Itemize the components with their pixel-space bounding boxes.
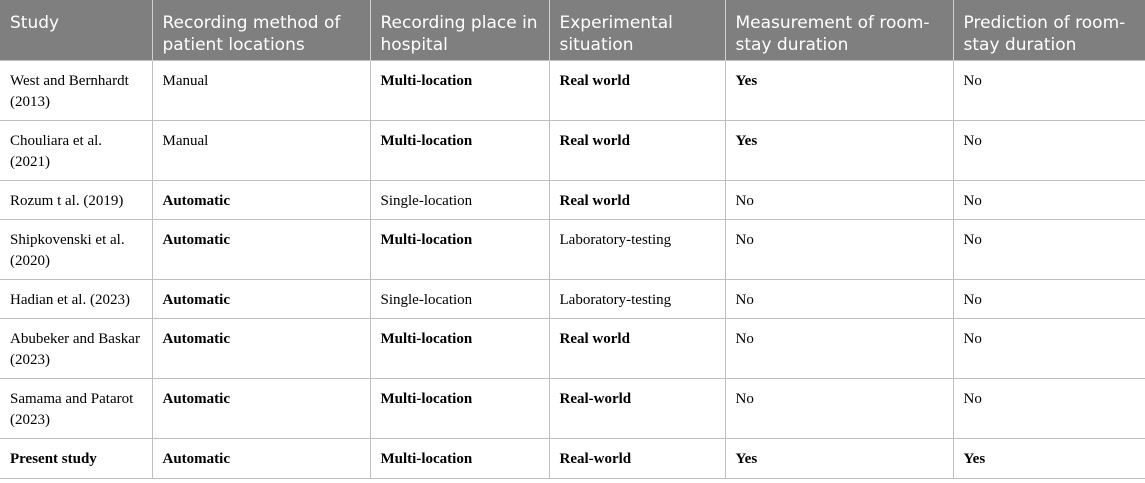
table-row: Shipkovenski et al. (2020) Automatic Mul… — [0, 218, 1145, 280]
header-measurement: Measurement of room-stay duration — [725, 0, 954, 60]
cell-measurement: No — [724, 377, 954, 439]
cell-place: Multi-location — [369, 119, 550, 181]
cell-situation: Real-world — [548, 437, 726, 479]
header-row: Study Recording method of patient locati… — [0, 0, 1145, 60]
cell-place: Single-location — [369, 179, 550, 220]
cell-place: Single-location — [369, 278, 550, 319]
cell-place: Multi-location — [369, 437, 550, 479]
cell-prediction: No — [952, 317, 1145, 379]
cell-method: Automatic — [151, 218, 371, 280]
cell-method: Manual — [151, 59, 371, 121]
header-study: Study — [0, 0, 153, 60]
cell-measurement: Yes — [724, 59, 954, 121]
cell-measurement: Yes — [724, 437, 954, 479]
cell-study: Abubeker and Baskar (2023) — [0, 317, 153, 379]
header-experimental-situation: Experimental situation — [549, 0, 726, 60]
cell-study: Hadian et al. (2023) — [0, 278, 153, 319]
cell-place: Multi-location — [369, 218, 550, 280]
cell-prediction: No — [952, 179, 1145, 220]
cell-prediction: No — [952, 59, 1145, 121]
cell-study: Present study — [0, 437, 153, 479]
cell-situation: Real world — [548, 59, 726, 121]
table-row: Present study Automatic Multi-location R… — [0, 437, 1145, 479]
cell-situation: Laboratory-testing — [548, 218, 726, 280]
header-recording-method: Recording method of patient locations — [152, 0, 371, 60]
cell-study: Samama and Patarot (2023) — [0, 377, 153, 439]
cell-place: Multi-location — [369, 59, 550, 121]
header-prediction: Prediction of room-stay duration — [953, 0, 1145, 60]
cell-method: Automatic — [151, 377, 371, 439]
cell-measurement: No — [724, 218, 954, 280]
cell-situation: Real-world — [548, 377, 726, 439]
header-recording-place: Recording place in hospital — [370, 0, 550, 60]
cell-prediction: Yes — [952, 437, 1145, 479]
cell-situation: Laboratory-testing — [548, 278, 726, 319]
cell-prediction: No — [952, 218, 1145, 280]
table-row: West and Bernhardt (2013) Manual Multi-l… — [0, 59, 1145, 121]
cell-method: Automatic — [151, 317, 371, 379]
cell-study: West and Bernhardt (2013) — [0, 59, 153, 121]
cell-study: Rozum t al. (2019) — [0, 179, 153, 220]
cell-measurement: Yes — [724, 119, 954, 181]
cell-study: Shipkovenski et al. (2020) — [0, 218, 153, 280]
cell-method: Automatic — [151, 278, 371, 319]
table-row: Abubeker and Baskar (2023) Automatic Mul… — [0, 317, 1145, 379]
cell-prediction: No — [952, 278, 1145, 319]
cell-measurement: No — [724, 179, 954, 220]
cell-measurement: No — [724, 278, 954, 319]
cell-measurement: No — [724, 317, 954, 379]
cell-method: Manual — [151, 119, 371, 181]
cell-prediction: No — [952, 377, 1145, 439]
table-row: Samama and Patarot (2023) Automatic Mult… — [0, 377, 1145, 439]
cell-place: Multi-location — [369, 317, 550, 379]
cell-situation: Real world — [548, 179, 726, 220]
cell-situation: Real world — [548, 119, 726, 181]
cell-prediction: No — [952, 119, 1145, 181]
cell-study: Chouliara et al. (2021) — [0, 119, 153, 181]
table-row: Rozum t al. (2019) Automatic Single-loca… — [0, 179, 1145, 220]
table-row: Hadian et al. (2023) Automatic Single-lo… — [0, 278, 1145, 319]
cell-situation: Real world — [548, 317, 726, 379]
cell-method: Automatic — [151, 437, 371, 479]
table-row: Chouliara et al. (2021) Manual Multi-loc… — [0, 119, 1145, 181]
cell-method: Automatic — [151, 179, 371, 220]
cell-place: Multi-location — [369, 377, 550, 439]
